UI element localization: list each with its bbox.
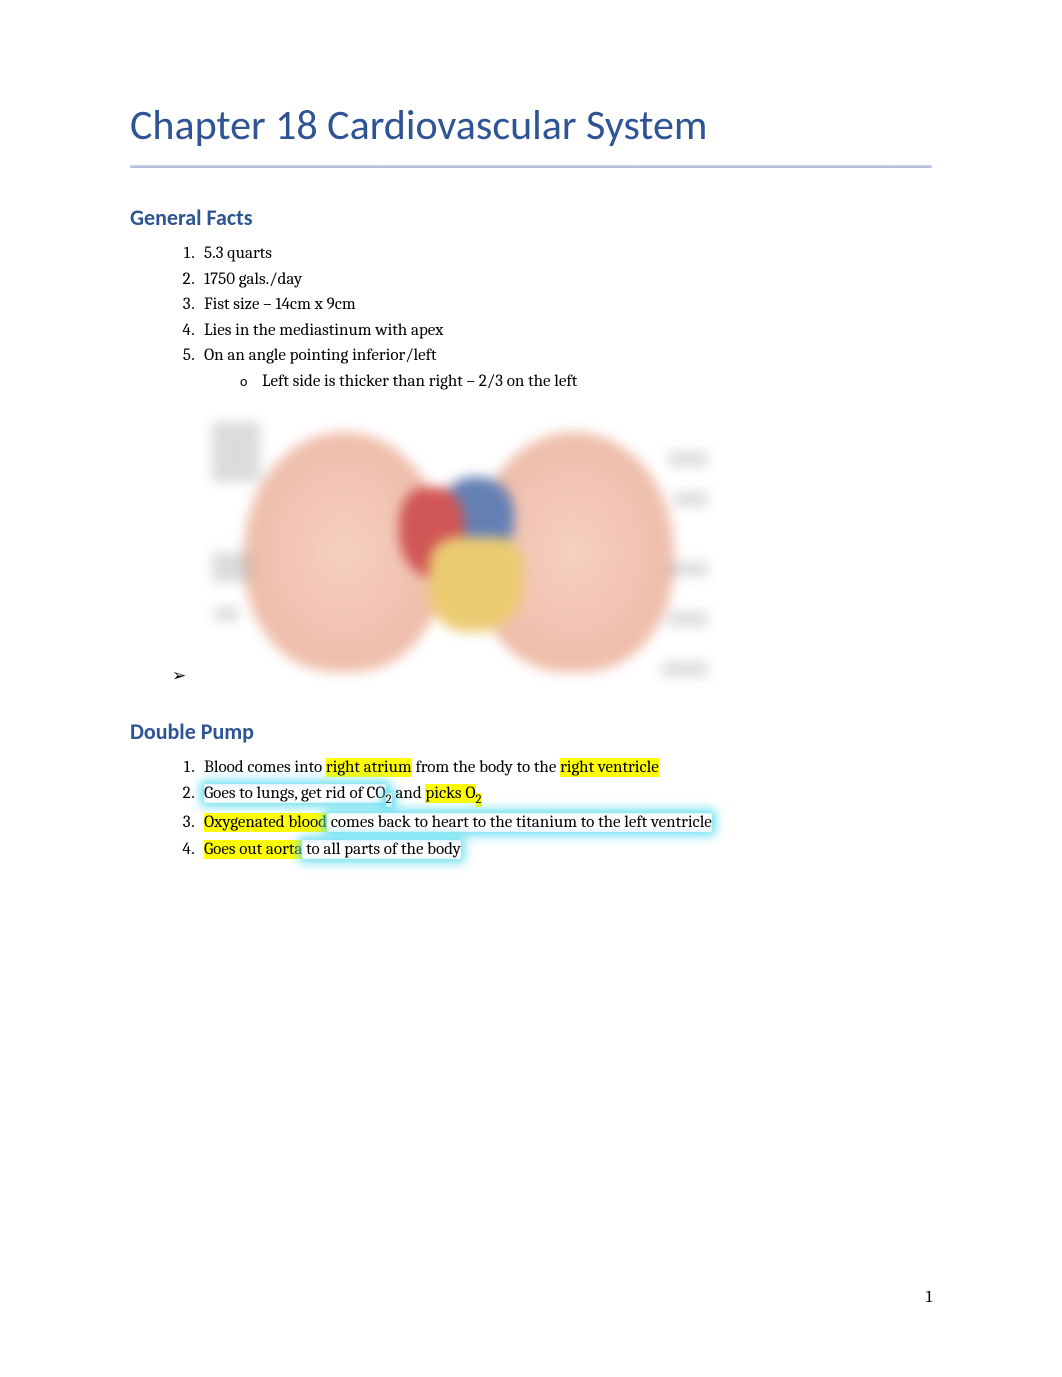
- list-item: Lies in the mediastinum with apex: [198, 318, 932, 344]
- diagram-label: [674, 492, 708, 506]
- text-run: Goes out aorta: [204, 840, 302, 859]
- diagram-label: [212, 552, 252, 582]
- diagram-label: [668, 452, 708, 466]
- text-run: to all parts of the body: [302, 840, 461, 859]
- page-title: Chapter 18 Cardiovascular System: [130, 100, 932, 151]
- title-underline: [130, 165, 932, 168]
- page-number: 1: [926, 1288, 932, 1307]
- text-run: 2: [476, 793, 482, 807]
- list-item: Oxygenated blood comes back to heart to …: [198, 810, 932, 836]
- text-run: Blood comes into: [204, 758, 326, 777]
- diagram-label: [212, 422, 260, 482]
- list-item: Goes to lungs, get rid of CO 2 and picks …: [198, 781, 932, 810]
- diagram-label: [214, 607, 238, 621]
- text-run: Goes to lungs, get rid of CO: [204, 784, 386, 803]
- list-item: On an angle pointing inferior/left Left …: [198, 343, 932, 394]
- text-run: comes back to heart to the titanium to t…: [327, 813, 712, 832]
- diagram-row: ➢: [172, 412, 932, 692]
- general-facts-list: 5.3 quarts 1750 gals./day Fist size – 14…: [130, 241, 932, 394]
- heart-yellow-region: [429, 537, 524, 632]
- text-run: Oxygenated blood: [204, 813, 327, 832]
- section-heading-general: General Facts: [130, 204, 932, 231]
- sub-list: Left side is thicker than right – 2/3 on…: [204, 369, 932, 395]
- double-pump-list: Blood comes into right atrium from the b…: [130, 755, 932, 863]
- diagram-label: [668, 612, 708, 626]
- list-item-text: On an angle pointing inferior/left: [204, 346, 437, 365]
- text-run: and: [392, 784, 426, 803]
- list-item: Blood comes into right atrium from the b…: [198, 755, 932, 781]
- text-run: right ventricle: [560, 758, 659, 777]
- heart-shape: [394, 477, 544, 637]
- diagram-label: [668, 562, 708, 576]
- section-heading-pump: Double Pump: [130, 718, 932, 745]
- list-item: Goes out aorta to all parts of the body: [198, 837, 932, 863]
- diagram-label: [662, 662, 708, 676]
- sub-list-item: Left side is thicker than right – 2/3 on…: [256, 369, 932, 395]
- triangle-bullet-icon: ➢: [172, 666, 186, 686]
- text-run: from the body to the: [412, 758, 560, 777]
- list-item: 5.3 quarts: [198, 241, 932, 267]
- text-run: right atrium: [326, 758, 412, 777]
- list-item: Fist size – 14cm x 9cm: [198, 292, 932, 318]
- list-item: 1750 gals./day: [198, 267, 932, 293]
- heart-anatomy-diagram: [204, 412, 714, 692]
- text-run: picks O: [425, 784, 475, 803]
